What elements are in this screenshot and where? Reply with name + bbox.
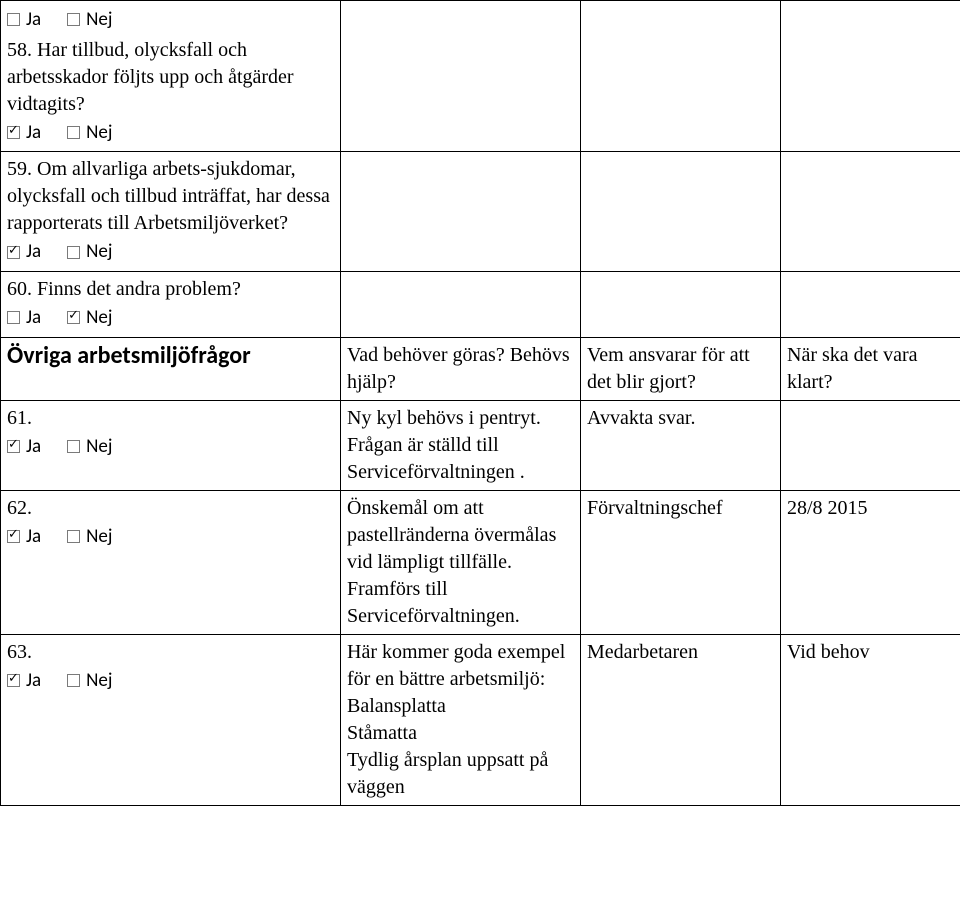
action-text: Här kommer goda exempel för en bättre ar…	[347, 641, 565, 798]
checkbox-nej-bot-4[interactable]	[67, 440, 80, 453]
checkbox-pair-bot-1: Ja Nej	[7, 237, 334, 267]
checkbox-pair-bot-4: Ja Nej	[7, 432, 334, 462]
question-text: 61.	[7, 405, 334, 432]
deadline-text: När ska det vara klart?	[787, 344, 918, 393]
deadline-cell	[781, 400, 960, 490]
checkbox-pair-bot-5: Ja Nej	[7, 522, 334, 552]
deadline-cell: 28/8 2015	[781, 490, 960, 634]
responsible-text: Medarbetaren	[587, 641, 698, 663]
question-cell: 61. Ja Nej	[1, 400, 341, 490]
checkbox-nej-bot-1[interactable]	[67, 246, 80, 259]
checkbox-nej-bot-6[interactable]	[67, 674, 80, 687]
responsible-text: Förvaltningschef	[587, 497, 723, 519]
label-nej-bot-6: Nej	[86, 668, 112, 694]
responsible-cell	[581, 152, 781, 272]
label-ja-top-0: Ja	[26, 7, 41, 33]
table-row: 62. Ja Nej Önskemål om att pastellränder…	[1, 490, 960, 634]
responsible-cell: Avvakta svar.	[581, 400, 781, 490]
question-text: 63.	[7, 639, 334, 666]
question-cell: Övriga arbetsmiljöfrågor	[1, 337, 341, 400]
checkbox-ja-top-0[interactable]	[7, 13, 20, 26]
checkbox-ja-bot-5[interactable]	[7, 530, 20, 543]
label-ja-bot-0: Ja	[26, 120, 41, 146]
question-cell: 60. Finns det andra problem? Ja Nej	[1, 271, 341, 337]
action-cell: Vad behöver göras? Behövs hjälp?	[341, 337, 581, 400]
responsible-cell	[581, 1, 781, 152]
label-ja-bot-1: Ja	[26, 239, 41, 265]
responsible-cell: Förvaltningschef	[581, 490, 781, 634]
table-row: Övriga arbetsmiljöfrågor Vad behöver göra…	[1, 337, 960, 400]
question-cell: Ja Nej 58. Har tillbud, olycksfall och a…	[1, 1, 341, 152]
checkbox-pair-bot-0: Ja Nej	[7, 118, 334, 148]
checkbox-ja-bot-0[interactable]	[7, 126, 20, 139]
responsible-cell: Vem ansvarar för att det blir gjort?	[581, 337, 781, 400]
deadline-text: Vid behov	[787, 641, 870, 663]
form-table: Ja Nej 58. Har tillbud, olycksfall och a…	[0, 0, 960, 806]
label-ja-bot-4: Ja	[26, 434, 41, 460]
action-cell	[341, 1, 581, 152]
question-cell: 62. Ja Nej	[1, 490, 341, 634]
label-nej-bot-1: Nej	[86, 239, 112, 265]
question-cell: 59. Om allvarliga arbets-sjukdomar, olyc…	[1, 152, 341, 272]
label-ja-bot-2: Ja	[26, 305, 41, 331]
deadline-cell: När ska det vara klart?	[781, 337, 960, 400]
action-text: Vad behöver göras? Behövs hjälp?	[347, 344, 570, 393]
question-text: 58. Har tillbud, olycksfall och arbetssk…	[7, 37, 334, 118]
responsible-text: Avvakta svar.	[587, 407, 696, 429]
label-nej-bot-0: Nej	[86, 120, 112, 146]
table-row: Ja Nej 58. Har tillbud, olycksfall och a…	[1, 1, 960, 152]
responsible-cell	[581, 271, 781, 337]
section-header: Övriga arbetsmiljöfrågor	[7, 342, 334, 371]
label-nej-bot-2: Nej	[86, 305, 112, 331]
responsible-text: Vem ansvarar för att det blir gjort?	[587, 344, 750, 393]
action-text: Ny kyl behövs i pentryt. Frågan är ställ…	[347, 407, 541, 483]
label-nej-bot-4: Nej	[86, 434, 112, 460]
label-nej-top-0: Nej	[86, 7, 112, 33]
action-text: Önskemål om att pastellränderna övermåla…	[347, 497, 556, 627]
label-ja-bot-6: Ja	[26, 668, 41, 694]
responsible-cell: Medarbetaren	[581, 634, 781, 805]
action-cell: Önskemål om att pastellränderna övermåla…	[341, 490, 581, 634]
question-text: 59. Om allvarliga arbets-sjukdomar, olyc…	[7, 156, 334, 237]
action-cell: Ny kyl behövs i pentryt. Frågan är ställ…	[341, 400, 581, 490]
checkbox-ja-bot-1[interactable]	[7, 246, 20, 259]
checkbox-pair-bot-6: Ja Nej	[7, 666, 334, 696]
deadline-cell: Vid behov	[781, 634, 960, 805]
checkbox-ja-bot-2[interactable]	[7, 311, 20, 324]
table-row: 60. Finns det andra problem? Ja Nej	[1, 271, 960, 337]
checkbox-nej-bot-0[interactable]	[67, 126, 80, 139]
question-text: 62.	[7, 495, 334, 522]
checkbox-ja-bot-6[interactable]	[7, 674, 20, 687]
label-nej-bot-5: Nej	[86, 524, 112, 550]
action-cell	[341, 152, 581, 272]
table-row: 59. Om allvarliga arbets-sjukdomar, olyc…	[1, 152, 960, 272]
checkbox-pair-bot-2: Ja Nej	[7, 303, 334, 333]
question-text: 60. Finns det andra problem?	[7, 276, 334, 303]
checkbox-nej-bot-5[interactable]	[67, 530, 80, 543]
checkbox-ja-bot-4[interactable]	[7, 440, 20, 453]
deadline-cell	[781, 271, 960, 337]
checkbox-nej-bot-2[interactable]	[67, 311, 80, 324]
deadline-text: 28/8 2015	[787, 497, 868, 519]
question-cell: 63. Ja Nej	[1, 634, 341, 805]
table-row: 61. Ja Nej Ny kyl behövs i pentryt. Fråg…	[1, 400, 960, 490]
deadline-cell	[781, 1, 960, 152]
action-cell	[341, 271, 581, 337]
table-row: 63. Ja Nej Här kommer goda exempel för e…	[1, 634, 960, 805]
checkbox-nej-top-0[interactable]	[67, 13, 80, 26]
label-ja-bot-5: Ja	[26, 524, 41, 550]
action-cell: Här kommer goda exempel för en bättre ar…	[341, 634, 581, 805]
checkbox-pair-top-0: Ja Nej	[7, 5, 334, 35]
deadline-cell	[781, 152, 960, 272]
